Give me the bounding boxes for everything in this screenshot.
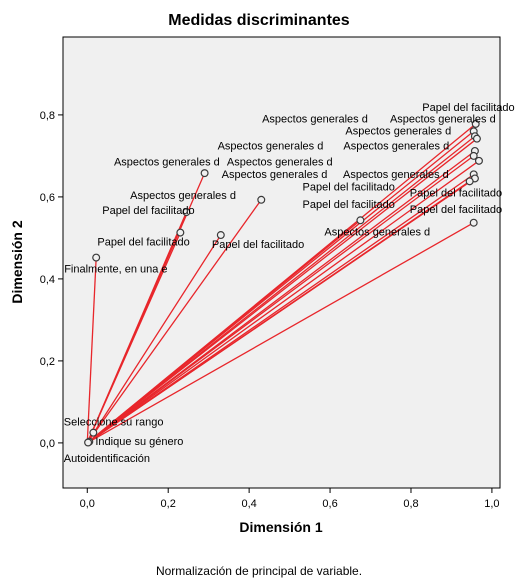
x-tick-label-4: 0,8 [403, 498, 418, 510]
data-point-6 [476, 157, 483, 164]
data-point-15 [177, 229, 184, 236]
point-label-1: Aspectos generales d [262, 113, 368, 125]
x-tick-label-2: 0,4 [241, 498, 256, 510]
x-axis-title: Dimensión 1 [239, 519, 322, 535]
point-label-16: Aspectos generales d [324, 226, 430, 238]
data-point-11 [201, 170, 208, 177]
x-axis-ticks: 0,0 0,2 0,4 0,6 0,8 1,0 [80, 488, 500, 510]
y-tick-label-4: 0,8 [40, 110, 55, 122]
point-label-20: Seleccione su rango [64, 417, 164, 429]
point-label-22: Autoidentificación [64, 453, 150, 465]
data-point-3 [474, 135, 481, 142]
data-point-9 [466, 178, 473, 185]
point-label-19: Finalmente, en una e [64, 263, 167, 275]
point-label-5: Aspectos generales d [343, 140, 449, 152]
y-tick-label-0: 0,0 [40, 438, 55, 450]
x-tick-label-5: 1,0 [484, 498, 499, 510]
point-label-17: Papel del facilitado [97, 237, 189, 249]
point-label-21: Indique su género [95, 436, 183, 448]
x-tick-label-3: 0,6 [322, 498, 337, 510]
point-label-8: Aspectos generales d [222, 169, 328, 181]
chart-title: Medidas discriminantes [168, 12, 349, 29]
y-axis-title: Dimensión 2 [9, 220, 25, 303]
data-point-12 [258, 196, 265, 203]
chart-footnote: Normalización de principal de variable. [156, 564, 362, 578]
x-tick-label-0: 0,0 [80, 498, 95, 510]
y-axis-ticks: 0,0 0,2 0,4 0,6 0,8 [40, 110, 63, 450]
point-label-3: Aspectos generales d [345, 126, 451, 138]
point-label-14: Papel del facilitado [410, 204, 502, 216]
data-point-17 [93, 254, 100, 261]
y-tick-label-2: 0,4 [40, 274, 55, 286]
point-label-0: Papel del facilitado [422, 102, 514, 114]
point-label-9: Aspectos generales d [343, 169, 449, 181]
point-label-7: Aspectos generales d [227, 156, 333, 168]
data-point-10 [470, 219, 477, 226]
point-label-2: Aspectos generales d [390, 113, 496, 125]
point-label-4: Aspectos generales d [218, 140, 324, 152]
data-point-13 [357, 217, 364, 224]
point-label-15: Papel del facilitado [102, 205, 194, 217]
point-label-12: Aspectos generales d [130, 190, 236, 202]
point-label-11: Papel del facilitado [410, 187, 502, 199]
data-point-16 [217, 232, 224, 239]
y-tick-label-1: 0,2 [40, 356, 55, 368]
x-tick-label-1: 0,2 [161, 498, 176, 510]
point-label-18: Papel del facilitado [212, 239, 304, 251]
y-tick-label-3: 0,6 [40, 192, 55, 204]
point-label-10: Papel del facilitado [303, 181, 395, 193]
point-label-13: Papel del facilitado [303, 199, 395, 211]
data-point-20 [85, 439, 92, 446]
point-label-6: Aspectos generales d [114, 156, 220, 168]
